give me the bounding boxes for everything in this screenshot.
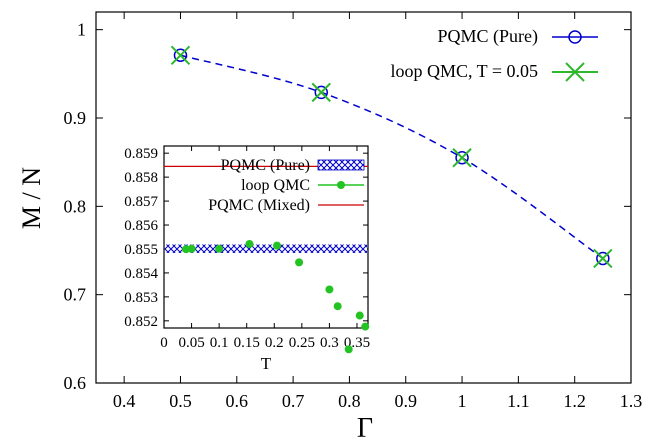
main-axis-ticks: 0.4 0.5 0.6 0.7 0.8 0.9 1 1.1 1.2 1.3 0.6 0.7 0.8 0.9… (64, 12, 643, 411)
inset-series-points-loop-qmc (182, 239, 370, 354)
inset-point-loop-qmc (215, 244, 224, 253)
inset-point-loop-qmc (361, 322, 370, 331)
main-series-markers (170, 45, 613, 269)
inset-x-tick-label: 0.05 (178, 335, 204, 351)
main-x-tick-label: 0.5 (169, 391, 192, 411)
inset-background (164, 146, 368, 328)
inset-legend-label-pqmc-pure: PQMC (Pure) (221, 157, 310, 174)
inset-x-tick-label: 0.15 (234, 335, 260, 351)
inset-point-loop-qmc (344, 345, 353, 354)
inset-point-loop-qmc (355, 311, 364, 320)
inset-x-tick-label: 0.2 (265, 335, 284, 351)
inset-y-tick-label: 0.857 (124, 194, 158, 210)
inset-series-band-pqmc-pure (165, 244, 367, 253)
main-point-loop-qmc (593, 248, 613, 269)
main-y-tick-label: 0.6 (64, 373, 87, 393)
inset-legend-dot-loop-qmc (337, 181, 345, 189)
inset-x-tick-label: 0 (160, 335, 168, 351)
inset-legend-label-pqmc-mixed: PQMC (Mixed) (208, 197, 310, 214)
main-x-tick-label: 0.8 (338, 391, 361, 411)
inset-axis-ticks: 0 0.05 0.1 0.15 0.2 0.25 0.3 0.350.8520.8530.85… (124, 146, 370, 351)
main-y-tick-label: 0.9 (64, 108, 87, 128)
main-x-tick-label: 0.7 (282, 391, 305, 411)
inset-y-tick-label: 0.859 (124, 146, 158, 162)
inset-point-loop-qmc (333, 302, 342, 311)
main-plot: 0.4 0.5 0.6 0.7 0.8 0.9 1 1.1 1.2 1.3 0.6 0.7 0.8 0.9… (17, 11, 643, 443)
inset-plot-frame (163, 145, 369, 329)
inset-y-tick-label: 0.853 (124, 290, 158, 306)
inset-y-tick-label: 0.858 (124, 170, 158, 186)
main-legend: PQMC (Pure) loop QMC, T = 0.05 (390, 26, 598, 82)
main-point-loop-qmc (170, 45, 191, 65)
main-point-pqmc-pure (596, 251, 610, 266)
main-x-tick-label: 1.3 (620, 391, 643, 411)
main-y-tick-label: 0.8 (64, 196, 87, 216)
inset-legend-label-loop-qmc: loop QMC (241, 177, 310, 194)
inset-legend: PQMC (Pure) loop QMC PQMC (Mixed) (208, 157, 365, 214)
inset-x-axis-label: T (261, 354, 272, 373)
inset-point-loop-qmc (273, 241, 282, 250)
main-point-pqmc-pure (314, 85, 329, 100)
inset-y-tick-label: 0.852 (124, 314, 158, 330)
inset-point-loop-qmc (295, 258, 304, 267)
main-plot-frame (95, 11, 632, 384)
main-x-tick-label: 1 (458, 391, 467, 411)
inset-x-tick-label: 0.1 (210, 335, 229, 351)
main-point-pqmc-pure (173, 48, 188, 63)
main-x-tick-label: 0.4 (113, 391, 136, 411)
inset-y-tick-label: 0.855 (124, 242, 158, 258)
main-series-curve-pqmc-pure (180, 54, 604, 260)
inset-legend-swatch-pqmc-pure (317, 159, 365, 171)
main-legend-label-loop-qmc: loop QMC, T = 0.05 (390, 61, 538, 81)
inset-y-tick-label: 0.854 (124, 266, 158, 282)
inset-point-loop-qmc (325, 285, 334, 294)
main-x-tick-label: 0.6 (226, 391, 249, 411)
main-legend-circle-marker (568, 30, 582, 44)
main-legend-label-pqmc-pure: PQMC (Pure) (437, 26, 538, 47)
main-legend-cross-marker (565, 62, 585, 82)
main-y-tick-label: 1 (77, 20, 86, 40)
main-x-tick-label: 1.1 (507, 391, 530, 411)
inset-x-tick-label: 0.3 (320, 335, 339, 351)
main-x-axis-label: Γ (357, 413, 373, 443)
inset-point-loop-qmc (187, 244, 196, 253)
main-y-axis-label: M / N (17, 167, 46, 229)
main-x-tick-label: 1.2 (563, 391, 586, 411)
inset-plot: 0 0.05 0.1 0.15 0.2 0.25 0.3 0.350.8520.8530.85… (124, 145, 370, 373)
main-point-pqmc-pure (455, 151, 469, 165)
main-y-tick-label: 0.7 (64, 285, 87, 305)
inset-point-loop-qmc (245, 239, 254, 248)
main-x-tick-label: 0.9 (394, 391, 417, 411)
inset-y-tick-label: 0.856 (124, 218, 158, 234)
main-point-loop-qmc (452, 148, 472, 168)
inset-x-tick-label: 0.25 (289, 335, 315, 351)
main-point-loop-qmc (311, 82, 331, 103)
